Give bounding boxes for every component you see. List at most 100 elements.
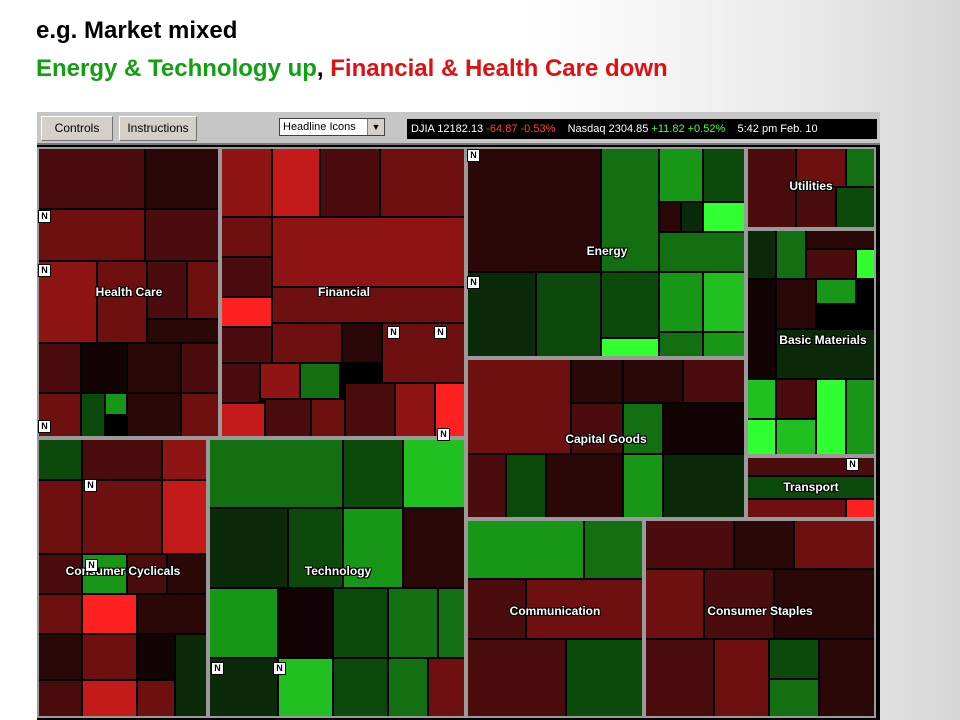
stock-tile[interactable] [220, 257, 272, 297]
stock-tile[interactable] [769, 679, 819, 718]
stock-tile[interactable] [162, 480, 208, 554]
stock-tile[interactable] [403, 438, 466, 508]
stock-tile[interactable] [704, 569, 774, 639]
stock-tile[interactable] [97, 261, 147, 343]
stock-tile[interactable] [311, 399, 345, 438]
stock-tile[interactable] [746, 279, 776, 379]
stock-tile[interactable] [774, 569, 876, 639]
stock-tile[interactable] [82, 554, 127, 594]
stock-tile[interactable] [81, 393, 105, 438]
news-icon[interactable]: N [38, 264, 51, 277]
news-icon[interactable]: N [387, 326, 400, 339]
stock-tile[interactable] [769, 639, 819, 679]
stock-tile[interactable] [395, 383, 435, 438]
stock-tile[interactable] [320, 147, 380, 217]
news-icon[interactable]: N [467, 149, 480, 162]
stock-tile[interactable] [836, 187, 876, 229]
stock-tile[interactable] [37, 209, 145, 261]
stock-tile[interactable] [127, 393, 181, 438]
stock-tile[interactable] [220, 327, 272, 363]
stock-tile[interactable] [82, 594, 137, 634]
stock-tile[interactable] [82, 480, 162, 554]
stock-tile[interactable] [746, 419, 776, 456]
stock-tile[interactable] [466, 519, 584, 579]
stock-tile[interactable] [145, 147, 220, 209]
stock-tile[interactable] [644, 569, 704, 639]
news-icon[interactable]: N [467, 276, 480, 289]
stock-tile[interactable] [208, 438, 343, 508]
stock-tile[interactable] [272, 323, 342, 363]
stock-tile[interactable] [145, 209, 220, 261]
stock-tile[interactable] [37, 680, 82, 718]
news-icon[interactable]: N [84, 479, 97, 492]
stock-tile[interactable] [220, 363, 260, 403]
stock-tile[interactable] [208, 588, 278, 658]
stock-tile[interactable] [623, 454, 663, 519]
stock-tile[interactable] [466, 639, 566, 718]
stock-tile[interactable] [746, 229, 776, 279]
stock-tile[interactable] [288, 508, 343, 588]
instructions-button[interactable]: Instructions [119, 116, 197, 141]
stock-tile[interactable] [220, 147, 272, 217]
stock-tile[interactable] [644, 639, 714, 718]
stock-tile[interactable] [746, 499, 846, 519]
stock-tile[interactable] [220, 217, 272, 257]
stock-tile[interactable] [714, 639, 769, 718]
stock-tile[interactable] [506, 454, 546, 519]
stock-tile[interactable] [846, 147, 876, 187]
stock-tile[interactable] [623, 403, 663, 454]
stock-tile[interactable] [466, 358, 571, 454]
stock-tile[interactable] [137, 680, 175, 718]
stock-tile[interactable] [776, 279, 816, 329]
stock-tile[interactable] [794, 519, 876, 569]
news-icon[interactable]: N [434, 326, 447, 339]
stock-tile[interactable] [278, 588, 333, 658]
stock-tile[interactable] [147, 319, 220, 343]
stock-tile[interactable] [663, 403, 746, 454]
stock-tile[interactable] [659, 147, 703, 202]
stock-tile[interactable] [343, 438, 403, 508]
news-icon[interactable]: N [211, 662, 224, 675]
stock-tile[interactable] [82, 438, 162, 480]
stock-tile[interactable] [571, 358, 623, 403]
controls-button[interactable]: Controls [41, 116, 113, 141]
headline-icons-dropdown[interactable]: Headline Icons ▼ [279, 118, 385, 136]
stock-tile[interactable] [403, 508, 466, 588]
stock-tile[interactable] [187, 261, 220, 319]
stock-tile[interactable] [81, 343, 127, 393]
stock-tile[interactable] [272, 147, 320, 217]
stock-tile[interactable] [776, 419, 816, 456]
stock-tile[interactable] [265, 399, 311, 438]
stock-tile[interactable] [776, 379, 816, 419]
stock-tile[interactable] [601, 272, 659, 338]
stock-tile[interactable] [220, 297, 272, 327]
stock-tile[interactable] [816, 379, 846, 456]
stock-tile[interactable] [438, 588, 466, 658]
stock-tile[interactable] [105, 393, 127, 415]
stock-tile[interactable] [82, 634, 137, 680]
stock-tile[interactable] [663, 454, 746, 519]
stock-tile[interactable] [127, 343, 181, 393]
stock-tile[interactable] [734, 519, 794, 569]
stock-tile[interactable] [333, 658, 388, 718]
stock-tile[interactable] [546, 454, 623, 519]
stock-tile[interactable] [601, 338, 659, 358]
stock-tile[interactable] [536, 272, 601, 358]
stock-tile[interactable] [272, 287, 466, 323]
stock-tile[interactable] [342, 323, 382, 363]
stock-tile[interactable] [466, 454, 506, 519]
stock-tile[interactable] [345, 383, 395, 438]
stock-tile[interactable] [819, 639, 876, 718]
stock-tile[interactable] [623, 358, 683, 403]
stock-tile[interactable] [175, 634, 208, 718]
stock-tile[interactable] [846, 379, 876, 456]
stock-tile[interactable] [806, 229, 876, 249]
stock-tile[interactable] [816, 279, 856, 304]
stock-tile[interactable] [571, 403, 623, 454]
stock-tile[interactable] [856, 249, 876, 279]
stock-tile[interactable] [137, 594, 208, 634]
stock-tile[interactable] [566, 639, 644, 718]
stock-tile[interactable] [584, 519, 644, 579]
stock-tile[interactable] [776, 229, 806, 279]
stock-tile[interactable] [466, 579, 526, 639]
